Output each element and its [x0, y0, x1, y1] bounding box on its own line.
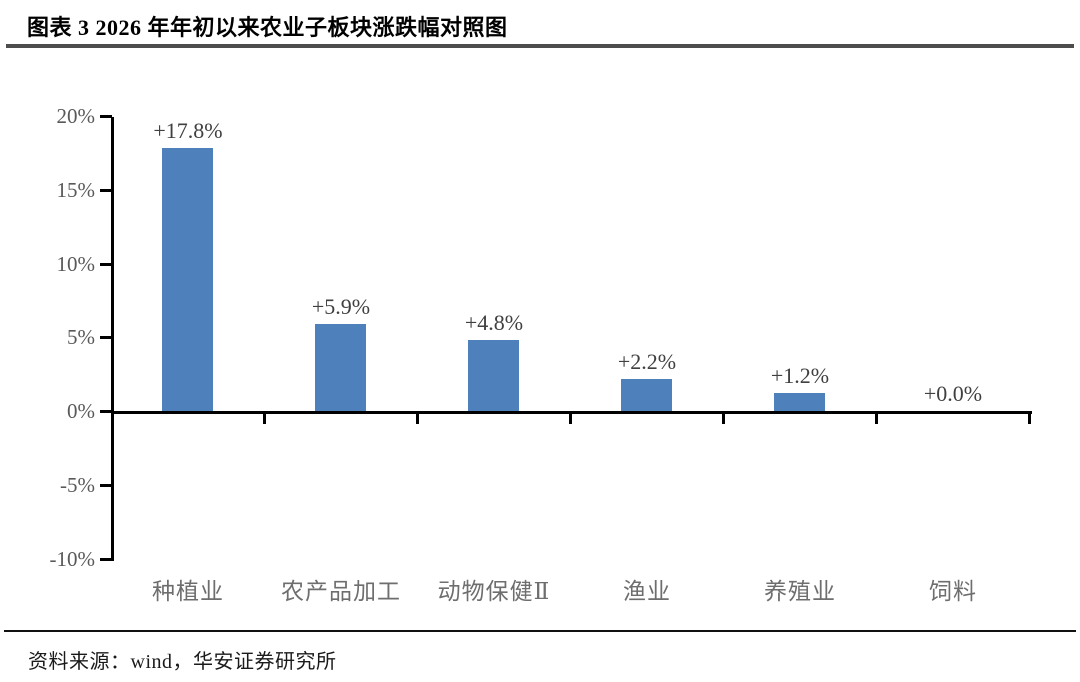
x-tick-label: 养殖业	[764, 579, 836, 604]
y-tick-label: 15%	[56, 178, 96, 202]
x-tick-label: 渔业	[623, 579, 671, 604]
bar	[468, 340, 519, 411]
x-tick-label: 饲料	[929, 579, 977, 604]
y-tick-label: -5%	[60, 473, 95, 497]
x-axis-tick	[569, 411, 572, 424]
bar-value-label: +17.8%	[153, 118, 223, 143]
y-axis-tick	[100, 558, 112, 561]
y-axis-tick	[100, 115, 112, 118]
y-axis-tick	[100, 263, 112, 266]
x-axis-tick	[1028, 411, 1031, 424]
bar-value-label: +2.2%	[617, 349, 677, 374]
bar	[315, 324, 366, 411]
bar-value-label: +1.2%	[770, 363, 830, 388]
bar-value-label: +5.9%	[311, 294, 371, 319]
x-tick-label: 农产品加工	[281, 579, 401, 604]
x-tick-label: 种植业	[152, 579, 224, 604]
x-axis-tick	[875, 411, 878, 424]
y-tick-label: 0%	[67, 399, 95, 423]
y-tick-label: -10%	[49, 547, 96, 571]
y-tick-label: 10%	[56, 252, 96, 276]
y-axis-tick	[100, 410, 112, 413]
bar	[774, 393, 825, 411]
bar	[621, 379, 672, 411]
footer-divider	[4, 630, 1076, 632]
y-axis-line	[111, 117, 114, 561]
bar	[162, 148, 213, 411]
x-axis-tick	[722, 411, 725, 424]
y-tick-label: 20%	[56, 104, 96, 128]
x-axis-tick	[263, 411, 266, 424]
source-note: 资料来源：wind，华安证券研究所	[28, 651, 337, 673]
x-axis-tick	[416, 411, 419, 424]
figure-title: 图表 3 2026 年年初以来农业子板块涨跌幅对照图	[27, 15, 508, 40]
y-axis-tick	[100, 336, 112, 339]
bar-value-label: +4.8%	[464, 310, 524, 335]
title-underline	[6, 44, 1074, 48]
y-axis-tick	[100, 484, 112, 487]
x-tick-label: 动物保健Ⅱ	[437, 579, 551, 604]
y-tick-label: 5%	[67, 325, 95, 349]
y-axis-tick	[100, 189, 112, 192]
bar-value-label: +0.0%	[923, 381, 983, 406]
